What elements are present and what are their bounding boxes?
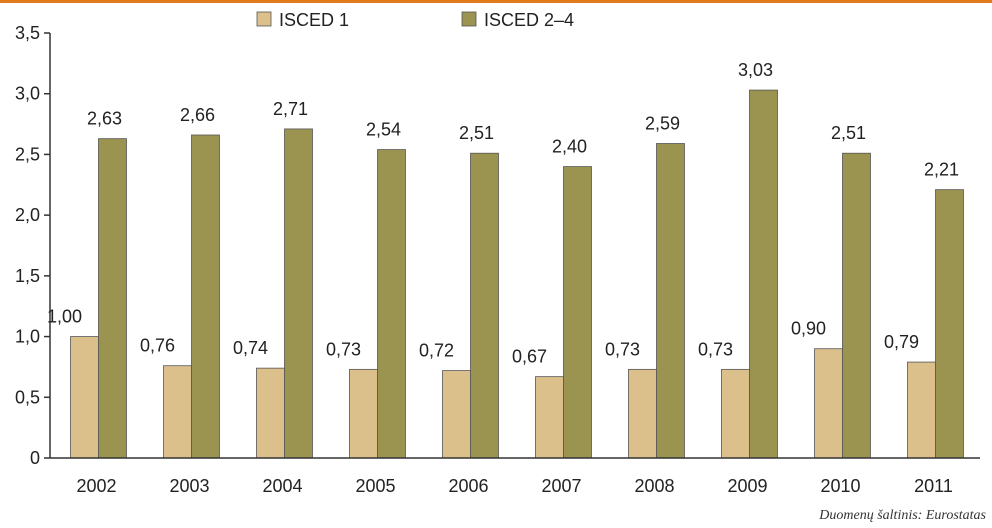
data-label: 2,59 xyxy=(645,114,680,134)
data-label: 0,74 xyxy=(233,338,268,358)
x-tick-label: 2009 xyxy=(727,476,767,496)
bar-isced2-4-2002 xyxy=(98,138,127,459)
bar-isced2-4-2005 xyxy=(377,149,406,459)
x-tick-label: 2003 xyxy=(169,476,209,496)
data-label: 3,03 xyxy=(738,60,773,80)
data-label: 2,63 xyxy=(87,109,122,129)
y-tick-label: 3,5 xyxy=(15,23,40,43)
data-label: 0,76 xyxy=(140,336,175,356)
bar-isced1-2010 xyxy=(814,348,843,459)
data-label: 0,73 xyxy=(698,339,733,359)
y-axis: 0 0,5 1,0 1,5 2,0 2,5 3,0 3,5 xyxy=(15,23,51,468)
bar-isced2-4-2004 xyxy=(284,128,313,459)
y-tick-label: 1,5 xyxy=(15,266,40,286)
data-label: 2,21 xyxy=(924,160,959,180)
y-tick-label: 0,5 xyxy=(15,387,40,407)
bars xyxy=(70,89,964,459)
bar-isced1-2002 xyxy=(70,336,99,459)
bar-isced1-2005 xyxy=(349,368,378,459)
y-tick-label: 1,0 xyxy=(15,327,40,347)
bar-isced1-2008 xyxy=(628,368,657,459)
data-label: 2,51 xyxy=(831,123,866,143)
data-label: 0,67 xyxy=(512,347,547,367)
x-tick-label: 2008 xyxy=(634,476,674,496)
legend: ISCED 1 ISCED 2–4 xyxy=(256,10,574,30)
bar-isced1-2007 xyxy=(535,376,564,459)
legend-label-isced2-4: ISCED 2–4 xyxy=(484,10,574,30)
bar-isced1-2003 xyxy=(163,365,192,459)
data-label: 2,40 xyxy=(552,137,587,157)
legend-swatch-isced1 xyxy=(256,11,272,27)
data-labels: 1,00 2,63 0,76 2,66 0,74 2,71 0,73 2,54 0,72 2,51… xyxy=(47,60,959,367)
data-label: 0,73 xyxy=(326,339,361,359)
bar-isced1-2009 xyxy=(721,368,750,459)
x-axis: 2002 2003 2004 2005 2006 2007 2008 2009 2010 2011 xyxy=(50,457,980,496)
legend-label-isced1: ISCED 1 xyxy=(279,10,349,30)
x-tick-label: 2006 xyxy=(448,476,488,496)
y-tick-label: 2,5 xyxy=(15,144,40,164)
chart-header-strip xyxy=(0,0,992,3)
bar-isced2-4-2009 xyxy=(749,89,778,459)
bar-isced1-2011 xyxy=(907,361,936,459)
bar-isced2-4-2006 xyxy=(470,152,499,459)
data-label: 0,79 xyxy=(884,332,919,352)
x-tick-label: 2007 xyxy=(541,476,581,496)
data-label: 2,54 xyxy=(366,120,401,140)
bar-isced1-2004 xyxy=(256,367,285,459)
source-note: Duomenų šaltinis: Eurostatas xyxy=(819,508,986,523)
bar-isced2-4-2003 xyxy=(191,134,220,459)
data-label: 2,71 xyxy=(273,99,308,119)
x-tick-label: 2004 xyxy=(262,476,302,496)
data-label: 2,51 xyxy=(459,123,494,143)
x-tick-label: 2002 xyxy=(76,476,116,496)
data-label: 0,90 xyxy=(791,319,826,339)
bar-isced2-4-2007 xyxy=(563,166,592,459)
legend-swatch-isced2-4 xyxy=(461,11,477,27)
data-label: 1,00 xyxy=(47,307,82,327)
bar-isced2-4-2008 xyxy=(656,143,685,459)
y-tick-label: 2,0 xyxy=(15,205,40,225)
bar-isced1-2006 xyxy=(442,370,471,459)
y-tick-label: 3,0 xyxy=(15,84,40,104)
data-label: 0,73 xyxy=(605,339,640,359)
bar-isced2-4-2011 xyxy=(935,189,964,459)
data-label: 0,72 xyxy=(419,341,454,361)
x-tick-label: 2010 xyxy=(820,476,860,496)
y-tick-label: 0 xyxy=(30,448,40,468)
data-label: 2,66 xyxy=(180,105,215,125)
bar-isced2-4-2010 xyxy=(842,152,871,459)
x-tick-label: 2011 xyxy=(914,476,953,496)
x-tick-label: 2005 xyxy=(355,476,395,496)
